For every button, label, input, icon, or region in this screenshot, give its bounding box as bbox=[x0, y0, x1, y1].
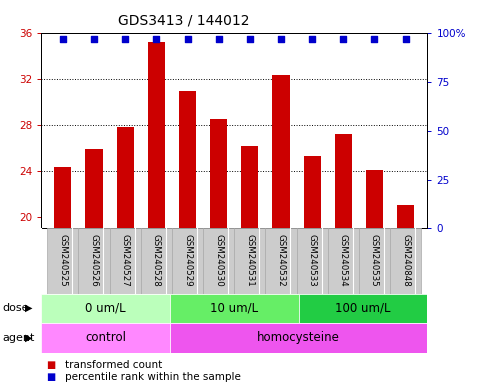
Bar bbox=[116, 127, 134, 228]
Text: GSM240528: GSM240528 bbox=[152, 234, 161, 286]
Text: GSM240532: GSM240532 bbox=[276, 234, 285, 286]
Bar bbox=[47, 228, 78, 294]
Point bbox=[153, 35, 160, 41]
Text: GSM240527: GSM240527 bbox=[121, 234, 130, 286]
Text: homocysteine: homocysteine bbox=[257, 331, 340, 344]
Bar bbox=[179, 91, 196, 228]
Bar bbox=[366, 170, 383, 228]
Text: ▶: ▶ bbox=[25, 303, 33, 313]
Bar bbox=[328, 228, 359, 294]
Text: transformed count: transformed count bbox=[65, 360, 162, 370]
Bar bbox=[170, 294, 298, 323]
Bar bbox=[234, 228, 266, 294]
Bar bbox=[397, 205, 414, 228]
Text: GSM240534: GSM240534 bbox=[339, 234, 348, 286]
Point bbox=[90, 35, 98, 41]
Bar bbox=[141, 228, 172, 294]
Point bbox=[277, 35, 285, 41]
Text: GSM240529: GSM240529 bbox=[183, 234, 192, 286]
Text: percentile rank within the sample: percentile rank within the sample bbox=[65, 372, 241, 382]
Bar bbox=[359, 228, 390, 294]
Point bbox=[215, 35, 223, 41]
Bar bbox=[298, 294, 427, 323]
Bar bbox=[54, 167, 71, 228]
Bar bbox=[297, 228, 328, 294]
Text: GSM240530: GSM240530 bbox=[214, 234, 223, 286]
Point bbox=[308, 35, 316, 41]
Point bbox=[370, 35, 378, 41]
Bar bbox=[110, 228, 141, 294]
Point bbox=[184, 35, 191, 41]
Text: GDS3413 / 144012: GDS3413 / 144012 bbox=[118, 13, 249, 27]
Text: GSM240531: GSM240531 bbox=[245, 234, 255, 286]
Text: dose: dose bbox=[2, 303, 29, 313]
Bar bbox=[148, 42, 165, 228]
Point bbox=[121, 35, 129, 41]
Bar bbox=[41, 294, 170, 323]
Bar bbox=[78, 228, 110, 294]
Text: 100 um/L: 100 um/L bbox=[335, 302, 391, 314]
Text: GSM240535: GSM240535 bbox=[370, 234, 379, 286]
Bar bbox=[85, 149, 102, 228]
Bar bbox=[170, 323, 427, 353]
Point bbox=[246, 35, 254, 41]
Bar bbox=[41, 323, 170, 353]
Text: 0 um/L: 0 um/L bbox=[85, 302, 126, 314]
Text: GSM240533: GSM240533 bbox=[308, 234, 317, 286]
Text: agent: agent bbox=[2, 333, 35, 343]
Text: ■: ■ bbox=[46, 372, 55, 382]
Point bbox=[340, 35, 347, 41]
Text: GSM240526: GSM240526 bbox=[89, 234, 99, 286]
Bar bbox=[210, 119, 227, 228]
Bar bbox=[172, 228, 203, 294]
Bar bbox=[304, 156, 321, 228]
Bar bbox=[242, 146, 258, 228]
Bar bbox=[266, 228, 297, 294]
Bar bbox=[335, 134, 352, 228]
Bar bbox=[272, 75, 290, 228]
Text: control: control bbox=[85, 331, 126, 344]
Text: ▶: ▶ bbox=[25, 333, 33, 343]
Text: GSM240848: GSM240848 bbox=[401, 234, 410, 286]
Bar bbox=[203, 228, 234, 294]
Point bbox=[402, 35, 410, 41]
Text: ■: ■ bbox=[46, 360, 55, 370]
Bar bbox=[390, 228, 421, 294]
Point bbox=[59, 35, 67, 41]
Text: GSM240525: GSM240525 bbox=[58, 234, 67, 286]
Text: 10 um/L: 10 um/L bbox=[210, 302, 258, 314]
